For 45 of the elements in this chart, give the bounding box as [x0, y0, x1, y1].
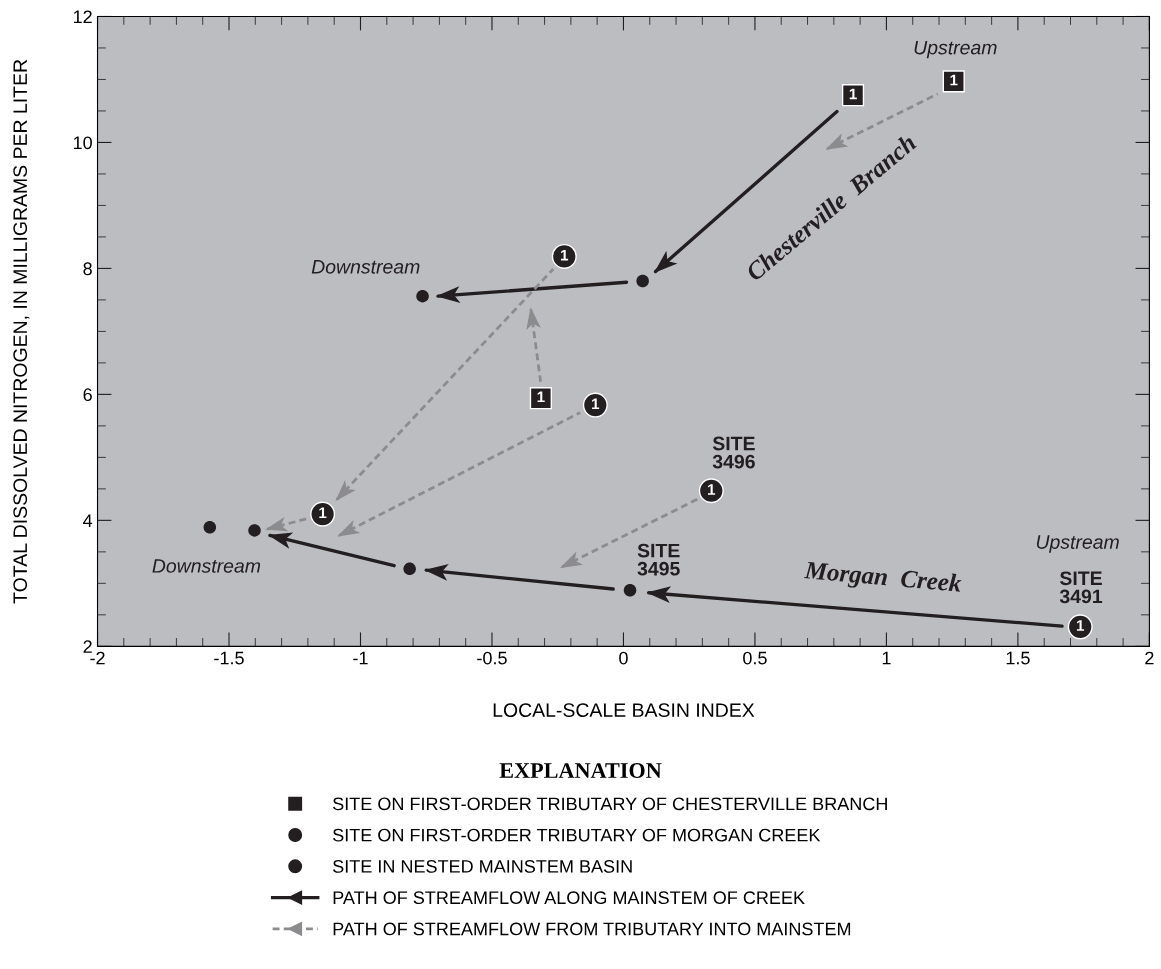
x-tick-label: 2: [1145, 651, 1154, 665]
x-tick-label: -0.5: [477, 651, 507, 665]
annotation: 1: [319, 507, 327, 519]
x-tick-label: 1.5: [1006, 651, 1030, 665]
legend-label: SITE ON FIRST-ORDER TRIBUTARY OF MORGAN CREEK: [333, 828, 821, 842]
legend-title: EXPLANATION: [499, 763, 662, 779]
point: [248, 524, 261, 537]
annotation: Downstream: [152, 559, 261, 573]
point: [636, 274, 649, 288]
annotation: SITE 3491: [1059, 571, 1103, 604]
annotation: 1: [1076, 620, 1085, 631]
y-tick-label: 10: [73, 136, 92, 150]
point: [403, 562, 416, 576]
x-tick-label: -1: [353, 651, 368, 665]
x-tick-label: 1: [882, 651, 891, 665]
annotation: SITE 3496: [712, 436, 755, 469]
annotation: Upstream: [1036, 535, 1119, 553]
annotation: 1: [537, 391, 545, 403]
point: [416, 289, 429, 303]
y-axis-title: TOTAL DISSOLVED NITROGEN, IN MILLIGRAMS PER LITER: [13, 59, 30, 604]
annotation: 1: [561, 249, 569, 261]
annotation: 1: [708, 484, 716, 495]
annotation: 1: [849, 88, 857, 100]
point: [623, 584, 637, 597]
x-tick-label: -1.5: [214, 651, 244, 665]
y-tick-label: 6: [83, 388, 92, 402]
x-tick-label: 0: [619, 651, 628, 665]
annotation: SITE 3495: [637, 543, 680, 576]
annotation: Downstream: [311, 260, 420, 274]
y-tick-label: 12: [73, 10, 92, 24]
annotation: 1: [950, 74, 958, 86]
x-tick-label: 0.5: [743, 651, 767, 665]
x-axis-title: LOCAL-SCALE BASIN INDEX: [493, 703, 755, 718]
y-tick-label: 8: [83, 262, 92, 276]
legend-label: PATH OF STREAMFLOW FROM TRIBUTARY INTO MAINSTEM: [333, 922, 851, 936]
annotation: Morgan Creek: [803, 560, 962, 598]
legend-label: SITE ON FIRST-ORDER TRIBUTARY OF CHESTERVILLE BRANCH: [333, 797, 887, 811]
x-tick-label: -2: [90, 651, 105, 665]
point: [203, 521, 217, 534]
legend-label: PATH OF STREAMFLOW ALONG MAINSTEM OF CREEK: [333, 891, 805, 905]
legend-label: SITE IN NESTED MAINSTEM BASIN: [333, 860, 632, 873]
annotation: Upstream: [914, 40, 997, 59]
annotation: 1: [592, 398, 600, 410]
y-tick-label: 2: [83, 640, 92, 653]
y-tick-label: 4: [83, 514, 93, 527]
